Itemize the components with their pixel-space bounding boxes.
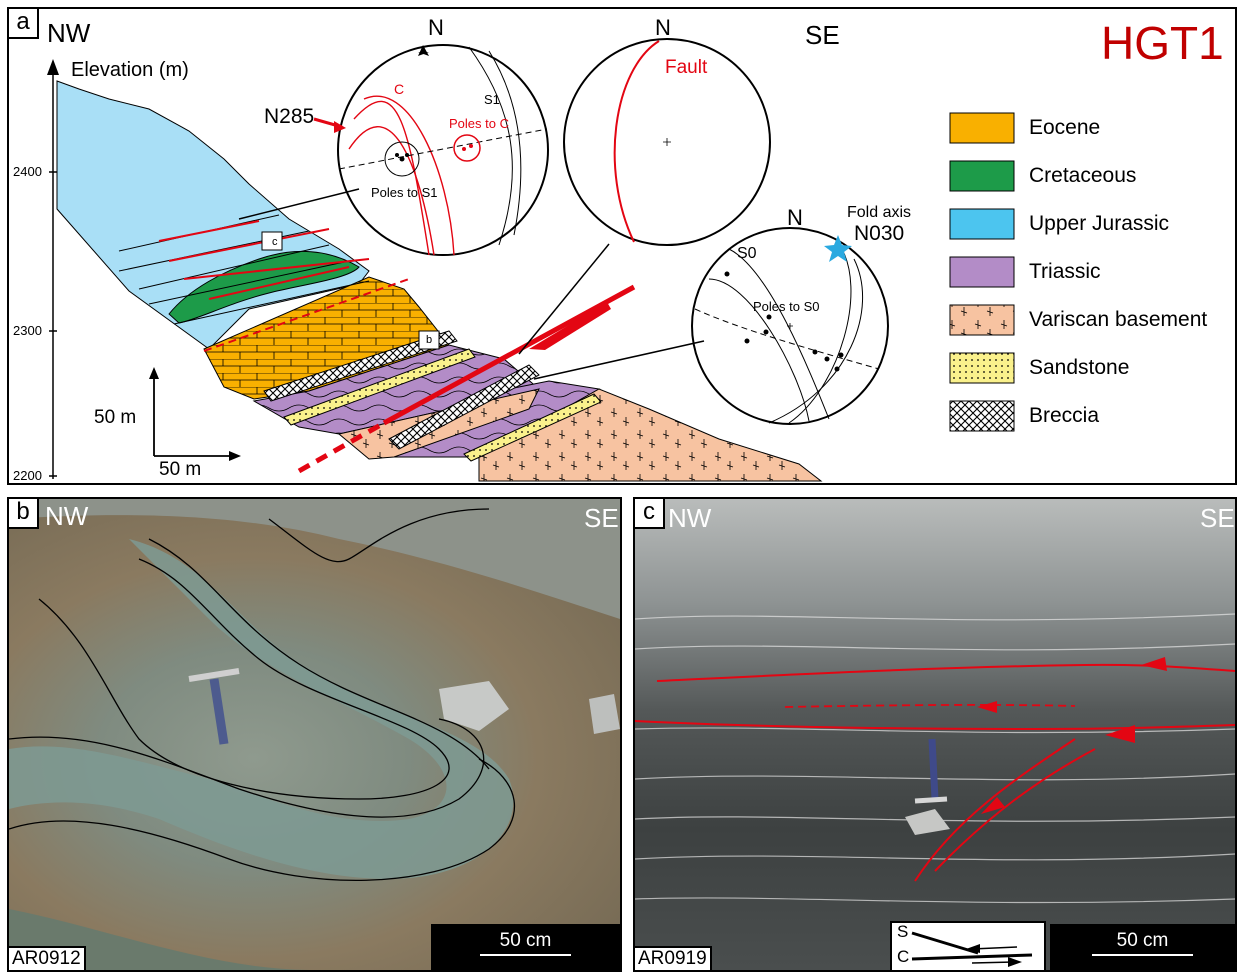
panel-letter-c: c [635,499,665,529]
breccia-band [263,330,458,402]
main-fault-extension [297,420,386,474]
sc-fabric-inset: S C [890,921,1046,970]
locator-label-c: c [272,236,278,248]
legend-swatches [949,112,1015,432]
panel-b-photo-id: AR0912 [9,946,86,970]
fold-outcrop [9,499,620,970]
panel-a-cross-section: a [7,7,1237,485]
elev-label-2400: 2400 [13,164,42,179]
scale-bar-line [480,954,571,956]
stereo2-fault-label: Fault [665,57,708,78]
stereo3-north: N [787,205,803,230]
scale-horizontal-arrow [229,451,241,461]
panel-c-dir-se: SE [1200,503,1235,533]
stereo1-c-label: C [394,81,405,97]
stereonet-2 [563,38,771,246]
stereonet-1-pointer [238,188,360,220]
dir-nw-label: NW [47,18,91,48]
cross-section-figure [47,38,1015,482]
sc-inset-s-label: S [897,922,909,941]
panel-c-photo-id: AR0919 [635,946,712,970]
breccia-band [388,364,540,450]
stereo1-north: N [428,15,444,40]
scale-horizontal-label: 50 m [159,459,202,480]
site-title: HGT1 [1101,17,1224,69]
elevation-label: Elevation (m) [71,59,189,81]
legend-label-sandstone: Sandstone [1029,356,1130,379]
panel-c-dir-nw: NW [668,503,712,533]
stereonet-2-pointer [518,243,610,355]
legend-label-breccia: Breccia [1029,404,1100,427]
stereo1-azimuth: N285 [264,105,315,128]
elevation-axis-arrow [47,59,59,75]
panel-letter-b: b [9,499,39,529]
panel-c-scale-label: 50 cm [1116,930,1169,951]
stereonet-3-pointer [533,340,705,380]
panel-letter-a: a [9,9,39,39]
legend-label-upper-jurassic: Upper Jurassic [1029,212,1170,235]
sc-fabric-sketch [911,931,1033,967]
sc-inset-c-label: C [897,947,910,966]
stereonet-3 [691,227,889,425]
legend-label-triassic: Triassic [1029,260,1101,283]
locator-box-c [261,231,283,251]
panel-b-dir-nw: NW [45,501,89,531]
stereo1-poles-s1: Poles to S1 [371,185,438,200]
panel-b-dir-se: SE [584,503,619,533]
main-fault [382,284,636,426]
dir-se-label: SE [805,20,840,50]
scale-bar-line [1092,954,1193,956]
shear-outcrop [635,613,1235,904]
scale-vertical-label: 50 m [94,407,137,428]
locator-label-b: b [426,334,433,346]
legend-label-cretaceous: Cretaceous [1029,164,1137,187]
panel-b-scale-label: 50 cm [499,930,552,951]
locator-box-b [418,330,440,350]
legend-label-eocene: Eocene [1029,116,1101,139]
sandstone-strip [463,393,602,462]
stereo2-north: N [655,15,671,40]
panel-c-photo: c NW SE S C 50 cm AR0919 [633,497,1237,972]
elev-label-2200: 2200 [13,468,42,483]
panel-b-scale-bar: 50 cm [431,924,620,970]
stereo3-fold-axis-value: N030 [854,222,905,245]
stereo1-s1-label: S1 [484,92,500,107]
stereo3-fold-axis-label: Fold axis [847,204,912,221]
panel-b-photo: b NW SE 50 cm AR0912 [7,497,622,972]
elev-label-2300: 2300 [13,323,42,338]
scale-vertical-arrow [149,367,159,379]
shear-planes [158,220,410,352]
legend-label-variscan: Variscan basement [1029,308,1208,331]
fault-slip-arrow [529,302,611,350]
stereo3-s0-label: S0 [737,245,757,262]
panel-c-scale-bar: 50 cm [1050,924,1235,970]
sandstone-strip [283,348,476,426]
stereonet-1 [313,44,549,256]
stereo1-poles-c: Poles to C [449,116,509,131]
stereo3-poles-s0: Poles to S0 [753,299,820,314]
